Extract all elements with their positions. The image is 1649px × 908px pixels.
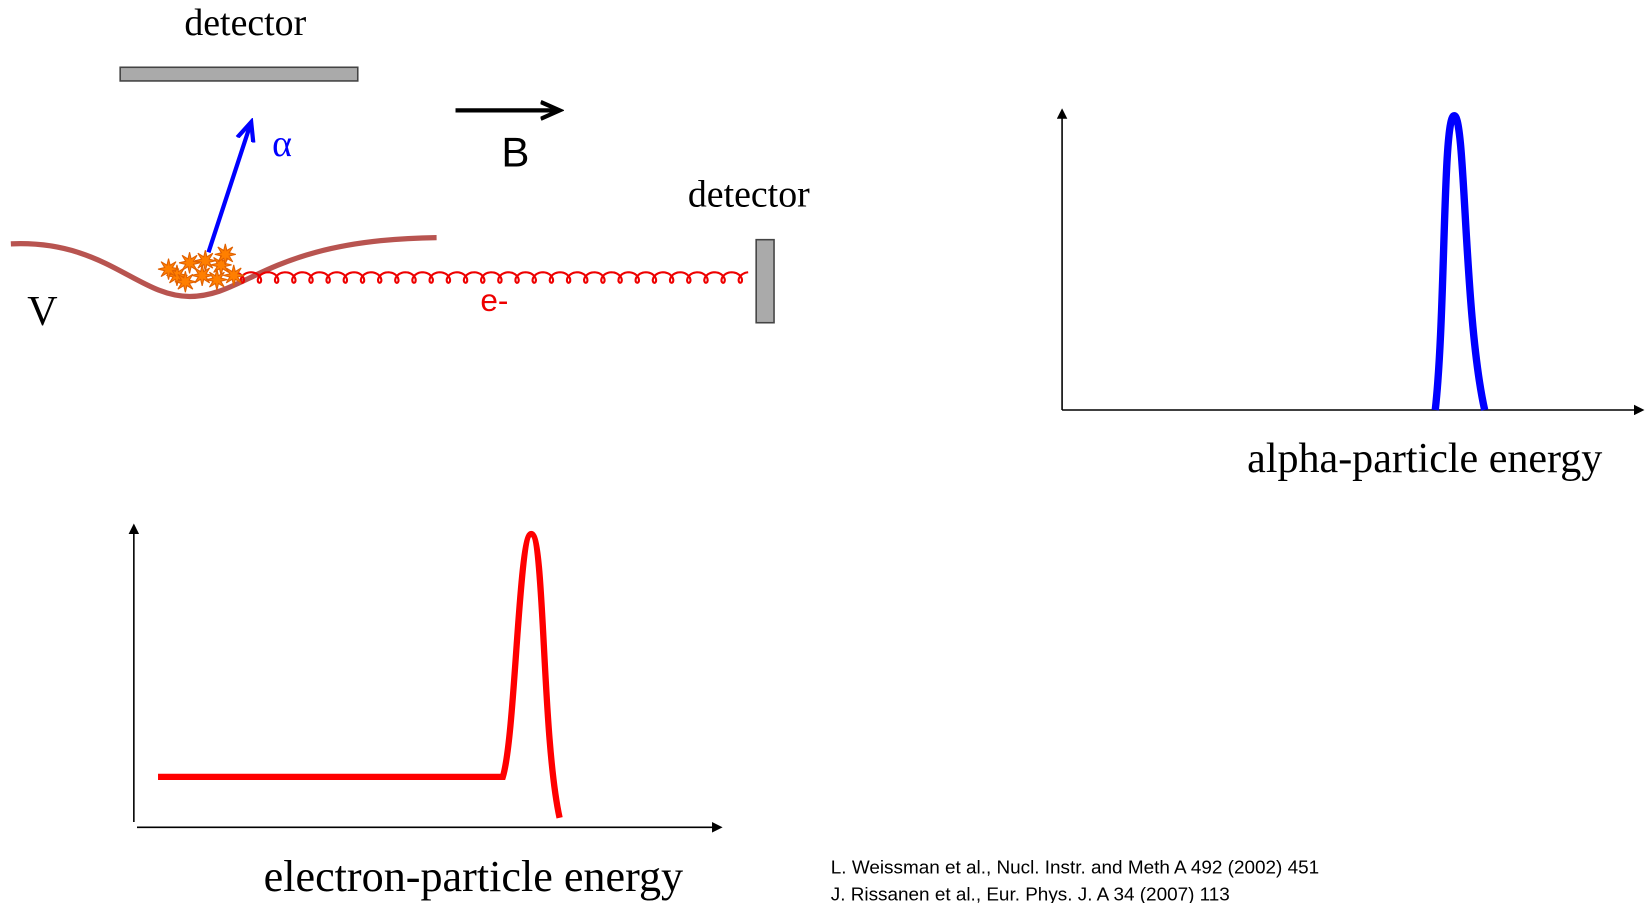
x-axis-label: electron-particle energy bbox=[264, 852, 684, 901]
potential-curve bbox=[10, 234, 437, 300]
ion-cluster bbox=[157, 243, 245, 293]
reference: L. Weissman et al., Nucl. Instr. and Met… bbox=[831, 857, 1319, 878]
ion-star bbox=[157, 258, 180, 280]
spiral-path bbox=[233, 271, 749, 284]
potential-label: V bbox=[27, 289, 57, 335]
electron-spectrum bbox=[158, 530, 563, 819]
top-detector-label: detector bbox=[184, 2, 306, 44]
ion-star bbox=[223, 264, 245, 287]
ion-star bbox=[214, 243, 236, 266]
ion-star bbox=[194, 250, 216, 272]
alpha-label: α bbox=[272, 123, 292, 165]
field-label: B bbox=[501, 129, 529, 176]
ion-star bbox=[191, 264, 213, 287]
ion-star bbox=[206, 268, 228, 291]
side-detector bbox=[755, 238, 775, 324]
alpha-arrow bbox=[206, 124, 250, 253]
reference: J. Rissanen et al., Eur. Phys. J. A 34 (… bbox=[831, 885, 1230, 903]
electron-spiral bbox=[233, 271, 749, 284]
top-detector bbox=[119, 66, 359, 82]
alpha-peak bbox=[1431, 111, 1489, 411]
ion-star bbox=[174, 271, 196, 293]
x-axis-label: alpha-particle energy bbox=[1247, 436, 1602, 482]
side-detector-label: detector bbox=[688, 173, 810, 215]
electron-label: e- bbox=[480, 282, 508, 318]
